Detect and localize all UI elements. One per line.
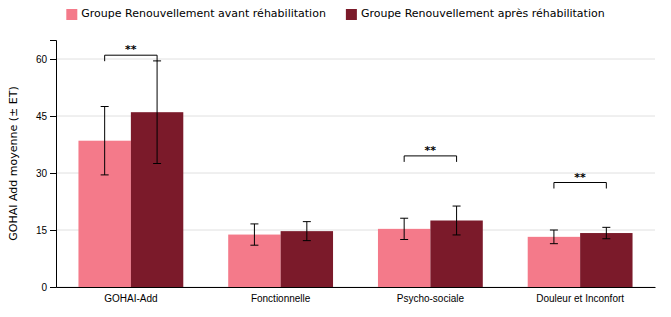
- bar: [580, 233, 632, 287]
- y-tick: 0: [41, 282, 56, 293]
- y-tick-mark: [50, 230, 56, 231]
- x-axis-line: [57, 287, 656, 288]
- grid-line: [56, 59, 655, 60]
- y-tick-label: 45: [36, 111, 48, 122]
- y-axis: 0 15 30 45 60: [36, 41, 57, 293]
- y-axis-line: [50, 41, 57, 288]
- x-tick: Psycho-sociale: [397, 293, 465, 304]
- legend: Groupe Renouvellement avant réhabilitati…: [66, 7, 604, 20]
- x-axis: GOHAI-Add Fonctionnelle Psycho-sociale Doul…: [57, 288, 656, 305]
- y-tick-label: 30: [36, 168, 48, 179]
- x-tick-label: Douleur et Inconfort: [536, 293, 624, 304]
- y-tick-mark: [50, 59, 56, 60]
- bar: [528, 237, 580, 287]
- x-tick: Douleur et Inconfort: [536, 293, 624, 304]
- error-bar: [250, 224, 258, 245]
- legend-item: Groupe Renouvellement après réhabilitati…: [346, 7, 605, 20]
- significance-label: **: [574, 171, 586, 184]
- y-tick-mark: [50, 287, 56, 288]
- grid: [56, 59, 655, 287]
- significance-label: **: [425, 144, 437, 157]
- error-bar: [101, 107, 109, 175]
- error-bar: [550, 230, 558, 244]
- error-bar: [153, 61, 161, 164]
- legend-swatch: [346, 9, 357, 20]
- x-tick: Fonctionnelle: [251, 293, 311, 304]
- x-tick-label: Psycho-sociale: [397, 293, 465, 304]
- y-tick: 45: [36, 111, 56, 122]
- y-tick-mark: [50, 116, 56, 117]
- chart: 0 15 30 45 60 GOHAI-Add Fonctionnelle Psycho-so…: [0, 0, 671, 317]
- y-tick-label: 0: [41, 282, 47, 293]
- x-tick: GOHAI-Add: [104, 293, 157, 304]
- error-bar: [453, 206, 461, 235]
- x-tick-label: GOHAI-Add: [104, 293, 157, 304]
- error-bar: [400, 218, 408, 239]
- y-tick-mark: [50, 173, 56, 174]
- y-tick: 30: [36, 168, 56, 179]
- legend-label: Groupe Renouvellement avant réhabilitati…: [81, 7, 326, 20]
- y-tick-label: 15: [36, 225, 48, 236]
- annotations: ** ** **: [125, 43, 586, 183]
- x-tick-label: Fonctionnelle: [251, 293, 311, 304]
- marks: [78, 55, 632, 287]
- series: [78, 107, 580, 288]
- y-axis-title: GOHAI Add moyenne (± ET): [7, 86, 20, 240]
- legend-label: Groupe Renouvellement après réhabilitati…: [361, 7, 605, 20]
- plot: 0 15 30 45 60 GOHAI-Add Fonctionnelle Psycho-so…: [36, 41, 656, 305]
- legend-swatch: [66, 9, 77, 20]
- error-bar: [602, 227, 610, 238]
- significance-label: **: [125, 43, 137, 56]
- y-tick-label: 60: [36, 54, 48, 65]
- error-bar: [303, 222, 311, 241]
- legend-item: Groupe Renouvellement avant réhabilitati…: [66, 7, 326, 20]
- y-tick: 15: [36, 225, 56, 236]
- y-tick: 60: [36, 54, 56, 65]
- series: [131, 61, 633, 287]
